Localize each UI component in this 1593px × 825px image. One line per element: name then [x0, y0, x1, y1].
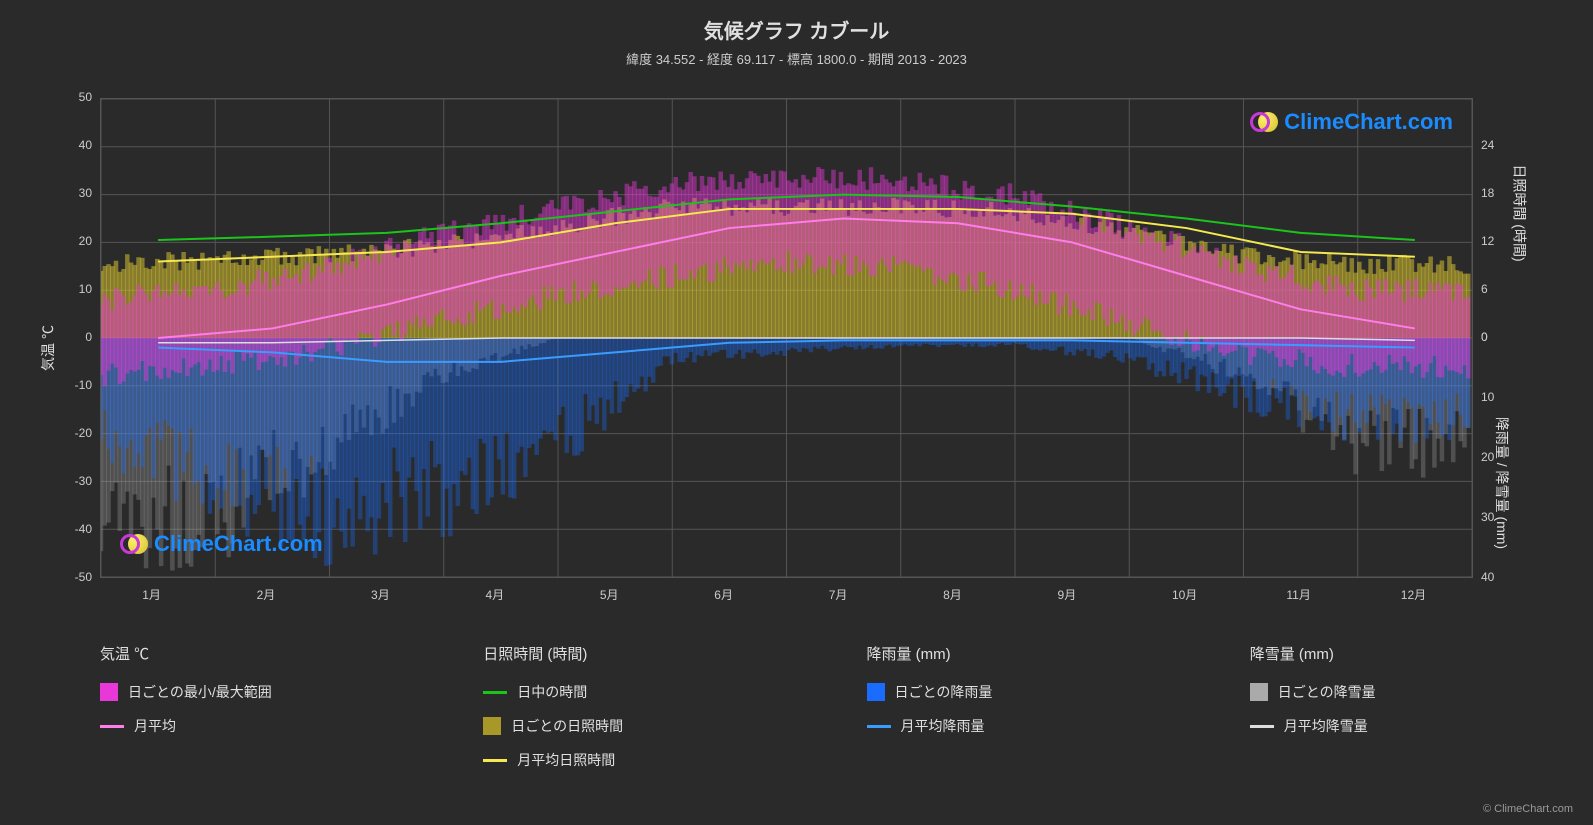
y-left-tick: -40: [75, 522, 92, 536]
watermark-bottom-left: ClimeChart.com: [120, 530, 323, 558]
legend-item: 日中の時間: [483, 682, 806, 702]
legend-item: 月平均: [100, 716, 423, 736]
y-left-tick: 50: [79, 90, 92, 104]
legend-item: 日ごとの最小/最大範囲: [100, 682, 423, 702]
legend-label: 月平均降雪量: [1284, 716, 1368, 736]
climechart-logo-icon: [120, 530, 148, 558]
legend-group: 降雨量 (mm) 日ごとの降雨量月平均降雨量: [867, 643, 1190, 784]
y-left-tick: 40: [79, 138, 92, 152]
legend-item: 日ごとの日照時間: [483, 716, 806, 736]
y-left-tick: -10: [75, 378, 92, 392]
legend-marker: [100, 683, 118, 701]
chart-title: 気候グラフ カブール: [20, 15, 1573, 44]
x-tick: 7月: [829, 586, 848, 603]
legend-label: 日ごとの降雪量: [1278, 682, 1376, 702]
legend-header: 降雪量 (mm): [1250, 643, 1573, 664]
x-tick: 3月: [371, 586, 390, 603]
x-tick: 6月: [714, 586, 733, 603]
legend-group: 降雪量 (mm) 日ごとの降雪量月平均降雪量: [1250, 643, 1573, 784]
x-tick: 9月: [1058, 586, 1077, 603]
watermark-text: ClimeChart.com: [1284, 109, 1453, 135]
x-tick: 2月: [257, 586, 276, 603]
watermark-top-right: ClimeChart.com: [1250, 108, 1453, 136]
plot-area: [100, 98, 1473, 578]
legend-item: 日ごとの降雪量: [1250, 682, 1573, 702]
legend-item: 日ごとの降雨量: [867, 682, 1190, 702]
x-tick: 1月: [142, 586, 161, 603]
x-tick: 12月: [1401, 586, 1426, 603]
copyright: © ClimeChart.com: [1483, 803, 1573, 815]
legend-item: 月平均降雪量: [1250, 716, 1573, 736]
y-right-bottom-tick: 30: [1481, 510, 1494, 524]
x-tick: 11月: [1286, 586, 1310, 603]
legend-label: 月平均日照時間: [517, 750, 615, 770]
y-right-top-tick: 12: [1481, 234, 1494, 248]
y-right-bottom-tick: 20: [1481, 450, 1494, 464]
watermark-text: ClimeChart.com: [154, 531, 323, 557]
x-tick: 5月: [600, 586, 619, 603]
plot-svg: [101, 99, 1472, 577]
legend-label: 日ごとの最小/最大範囲: [128, 682, 272, 702]
x-tick: 4月: [485, 586, 504, 603]
y-left-tick: 0: [85, 330, 92, 344]
x-tick: 8月: [943, 586, 962, 603]
y-left-tick: -30: [75, 474, 92, 488]
legend-marker: [867, 683, 885, 701]
legend-header: 降雨量 (mm): [867, 643, 1190, 664]
y-right-bottom-tick: 0: [1481, 330, 1488, 344]
climechart-logo-icon: [1250, 108, 1278, 136]
y-right-top-tick: 18: [1481, 186, 1494, 200]
y-right-bottom-tick: 10: [1481, 390, 1494, 404]
legend-label: 日ごとの降雨量: [895, 682, 993, 702]
y-left-tick: 10: [79, 282, 92, 296]
y-right-bottom-tick: 40: [1481, 570, 1494, 584]
legend-marker: [100, 725, 124, 728]
y-right-top-tick: 24: [1481, 138, 1494, 152]
y-right-axis-label-bottom: 降雨量 / 降雪量 (mm): [1492, 417, 1512, 549]
y-left-tick: 30: [79, 186, 92, 200]
legend-marker: [1250, 683, 1268, 701]
legend-label: 日中の時間: [517, 682, 587, 702]
legend-label: 月平均: [134, 716, 176, 736]
y-left-tick: 20: [79, 234, 92, 248]
y-left-axis-label: 気温 ℃: [38, 325, 58, 371]
legend-item: 月平均日照時間: [483, 750, 806, 770]
chart-subtitle: 緯度 34.552 - 経度 69.117 - 標高 1800.0 - 期間 2…: [20, 49, 1573, 68]
legend-marker: [483, 691, 507, 694]
legend: 気温 ℃ 日ごとの最小/最大範囲月平均 日照時間 (時間) 日中の時間日ごとの日照時間…: [100, 643, 1573, 784]
legend-header: 日照時間 (時間): [483, 643, 806, 664]
legend-label: 日ごとの日照時間: [511, 716, 623, 736]
y-left-tick: -50: [75, 570, 92, 584]
y-right-top-tick: 6: [1481, 282, 1488, 296]
legend-group: 気温 ℃ 日ごとの最小/最大範囲月平均: [100, 643, 423, 784]
legend-marker: [483, 717, 501, 735]
chart-area: 気温 ℃ 日照時間 (時間) 降雨量 / 降雪量 (mm) ClimeChart…: [20, 78, 1573, 618]
y-left-tick: -20: [75, 426, 92, 440]
legend-header: 気温 ℃: [100, 643, 423, 664]
legend-marker: [1250, 725, 1274, 728]
legend-item: 月平均降雨量: [867, 716, 1190, 736]
y-right-axis-label-top: 日照時間 (時間): [1509, 164, 1529, 261]
legend-group: 日照時間 (時間) 日中の時間日ごとの日照時間月平均日照時間: [483, 643, 806, 784]
legend-label: 月平均降雨量: [901, 716, 985, 736]
x-tick: 10月: [1172, 586, 1197, 603]
legend-marker: [867, 725, 891, 728]
legend-marker: [483, 759, 507, 762]
